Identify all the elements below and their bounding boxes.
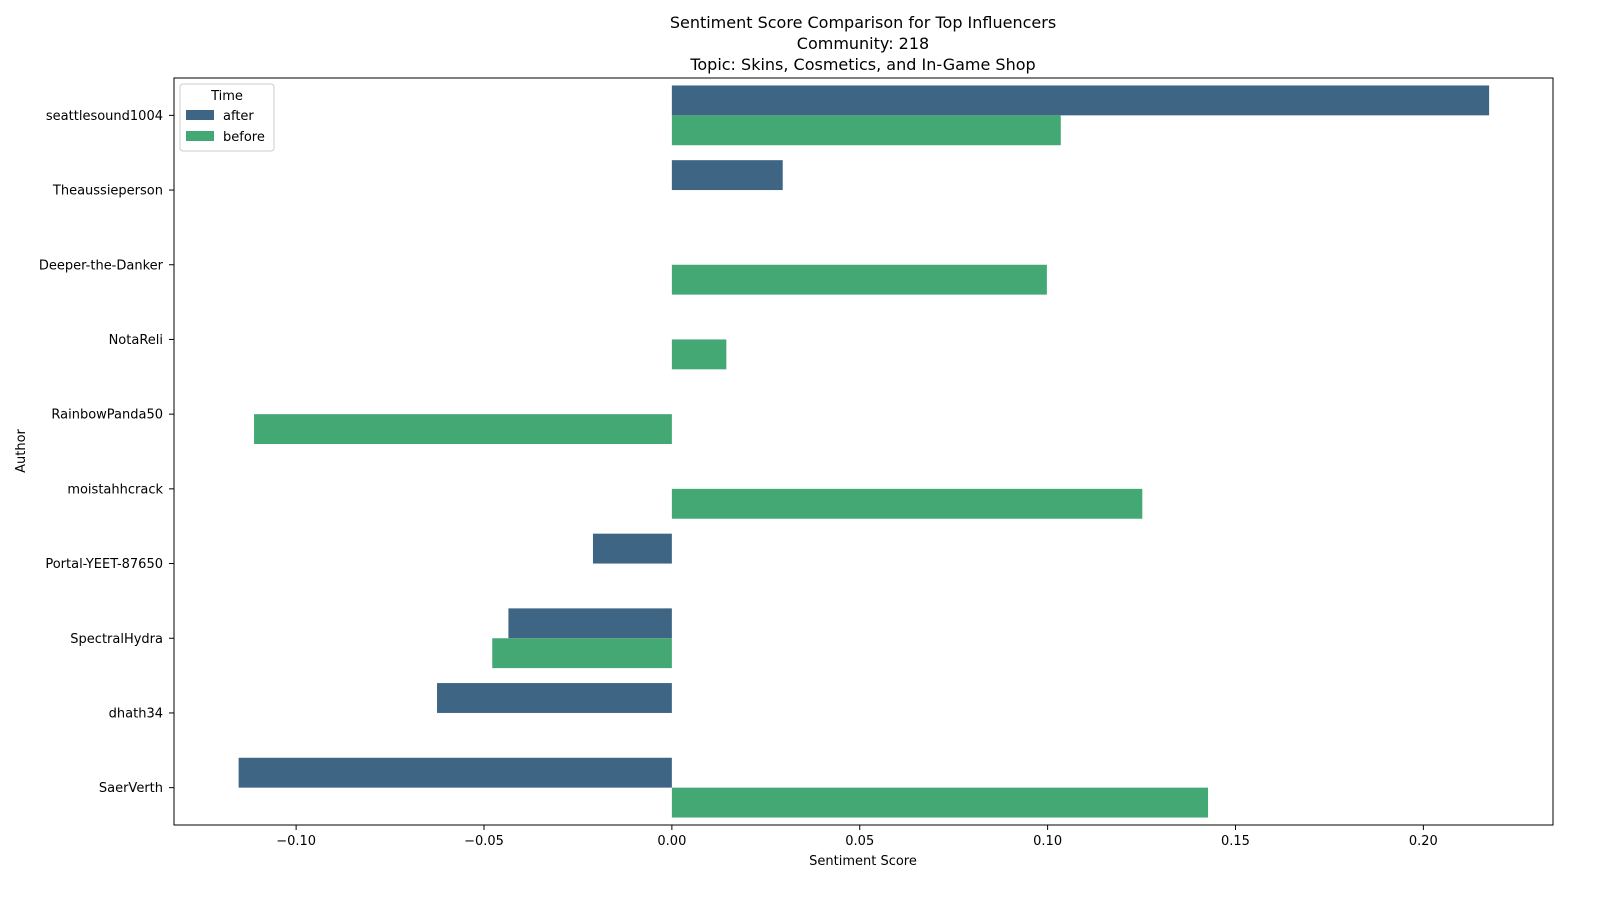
y-tick-label-Theaussieperson: Theaussieperson	[52, 184, 163, 199]
bar-after-SaerVerth	[238, 757, 672, 788]
legend: Time after before	[179, 83, 275, 152]
y-tick-label-Portal-YEET-87650: Portal-YEET-87650	[45, 557, 163, 572]
x-tick-label: 0.20	[1409, 834, 1438, 849]
y-tick-label-moistahhcrack: moistahhcrack	[67, 482, 163, 497]
bar-after-Portal-YEET-87650	[592, 533, 672, 564]
y-tick-label-dhath34: dhath34	[109, 706, 163, 721]
bar-before-RainbowPanda50	[254, 414, 672, 445]
x-tick-label: 0.00	[657, 834, 686, 849]
bar-after-SpectralHydra	[508, 608, 672, 639]
legend-swatch-after	[186, 110, 214, 120]
bar-before-NotaReli	[671, 339, 727, 370]
bar-before-Deeper-the-Danker	[671, 264, 1047, 295]
x-axis: −0.10 −0.05 0.00 0.05 0.10 0.15 0.20	[276, 825, 1438, 849]
legend-label-before: before	[223, 130, 265, 145]
y-tick-label-RainbowPanda50: RainbowPanda50	[51, 408, 163, 423]
legend-label-after: after	[223, 109, 254, 124]
legend-title: Time	[210, 89, 243, 104]
x-tick-label: 0.15	[1221, 834, 1250, 849]
x-tick-label: −0.10	[276, 834, 316, 849]
bar-after-dhath34	[437, 683, 672, 713]
plot-area	[238, 85, 1490, 818]
y-tick-label-seattlesound1004: seattlesound1004	[46, 109, 163, 124]
bar-before-seattlesound1004	[671, 115, 1061, 146]
bar-after-Theaussieperson	[671, 160, 783, 191]
y-axis-label: Author	[14, 428, 29, 472]
x-tick-label: −0.05	[464, 834, 504, 849]
y-tick-label-NotaReli: NotaReli	[109, 333, 163, 348]
y-tick-label-SaerVerth: SaerVerth	[99, 781, 163, 796]
x-tick-label: 0.10	[1033, 834, 1062, 849]
bar-after-seattlesound1004	[671, 85, 1490, 116]
chart-subtitle-topic: Topic: Skins, Cosmetics, and In-Game Sho…	[689, 55, 1035, 74]
bar-before-SpectralHydra	[492, 638, 672, 669]
chart-subtitle-community: Community: 218	[797, 34, 929, 53]
y-tick-label-SpectralHydra: SpectralHydra	[70, 632, 163, 647]
legend-swatch-before	[186, 131, 214, 141]
bar-before-moistahhcrack	[671, 488, 1143, 519]
y-axis: seattlesound1004 Theaussieperson Deeper-th…	[39, 109, 174, 796]
bar-before-SaerVerth	[671, 787, 1209, 818]
x-tick-label: 0.05	[845, 834, 874, 849]
chart-title: Sentiment Score Comparison for Top Influ…	[670, 13, 1056, 32]
x-axis-label: Sentiment Score	[809, 854, 917, 869]
y-tick-label-Deeper-the-Danker: Deeper-the-Danker	[39, 258, 164, 273]
plot-frame	[173, 77, 1554, 826]
